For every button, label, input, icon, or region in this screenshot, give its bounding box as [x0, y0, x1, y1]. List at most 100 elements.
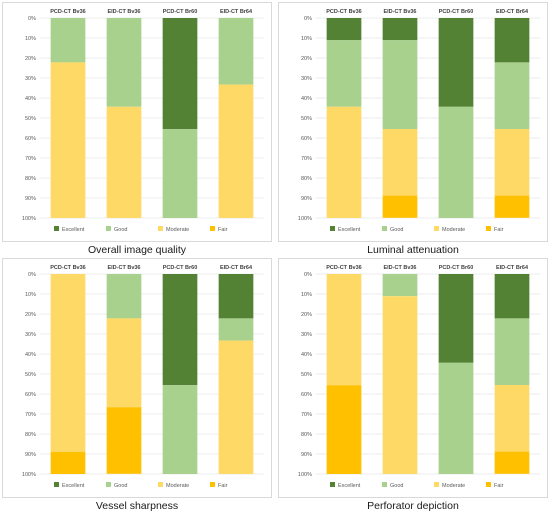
y-tick-label: 20%	[301, 56, 312, 62]
y-tick-label: 80%	[25, 176, 36, 182]
bar-segment-moderate	[106, 106, 142, 218]
bar-segment-good	[218, 18, 254, 85]
bar-segment-good	[438, 362, 474, 474]
bar-segment-good	[382, 40, 418, 130]
bar-segment-excellent	[326, 18, 362, 41]
bar-segment-moderate	[218, 84, 254, 218]
y-tick-label: 40%	[301, 96, 312, 102]
legend-label-good: Good	[390, 227, 403, 233]
y-tick-label: 10%	[301, 292, 312, 298]
bar-segment-excellent	[162, 18, 198, 130]
legend-swatch-moderate	[434, 482, 439, 487]
y-tick-label: 100%	[22, 472, 36, 478]
y-tick-label: 10%	[25, 36, 36, 42]
bar-segment-good	[494, 62, 530, 129]
y-tick-label: 60%	[25, 136, 36, 142]
x-category-label: PCD-CT Bv36	[326, 265, 361, 271]
legend-label-good: Good	[114, 483, 127, 489]
chart-panel-2: 0% 10% 20% 30% 40% 50% 60% 70% 80% 90% 100% PCD-CT …	[278, 2, 548, 256]
y-tick-label: 0%	[28, 16, 36, 22]
y-tick-label: 30%	[301, 76, 312, 82]
y-tick-label: 10%	[25, 292, 36, 298]
y-tick-label: 80%	[301, 432, 312, 438]
bar-segment-excellent	[438, 274, 474, 363]
legend-swatch-fair	[486, 226, 491, 231]
x-category-label: PCD-CT Bv36	[326, 9, 361, 15]
bar-segment-good	[162, 129, 198, 218]
legend-label-good: Good	[114, 227, 127, 233]
legend-label-good: Good	[390, 483, 403, 489]
y-tick-label: 70%	[301, 156, 312, 162]
y-tick-label: 90%	[301, 452, 312, 458]
y-tick-label: 80%	[25, 432, 36, 438]
legend-swatch-moderate	[158, 226, 163, 231]
x-category-label: EID-CT Bv36	[107, 265, 140, 271]
legend-label-moderate: Moderate	[442, 483, 465, 489]
y-tick-label: 90%	[301, 196, 312, 202]
x-category-label: PCD-CT Bv36	[50, 265, 85, 271]
legend-swatch-moderate	[434, 226, 439, 231]
x-category-label: PCD-CT Bv36	[50, 9, 85, 15]
y-tick-label: 100%	[298, 472, 312, 478]
bar-segment-moderate	[382, 129, 418, 196]
chart-title: Perforator depiction	[367, 500, 459, 511]
y-tick-label: 20%	[25, 312, 36, 318]
y-tick-label: 20%	[301, 312, 312, 318]
chart-panel-1: 0% 10% 20% 30% 40% 50% 60% 70% 80% 90% 100% PCD-CT …	[2, 2, 272, 256]
y-tick-label: 40%	[301, 352, 312, 358]
x-category-label: PCD-CT Br60	[163, 265, 198, 271]
bar-segment-excellent	[494, 18, 530, 63]
bar-segment-good	[326, 40, 362, 107]
x-category-label: PCD-CT Br60	[439, 9, 474, 15]
y-tick-label: 80%	[301, 176, 312, 182]
y-tick-label: 100%	[22, 216, 36, 222]
y-tick-label: 60%	[301, 392, 312, 398]
legend-label-moderate: Moderate	[166, 483, 189, 489]
bar-segment-moderate	[50, 274, 86, 452]
y-tick-label: 50%	[301, 116, 312, 122]
bar-segment-excellent	[382, 18, 418, 41]
bar-segment-excellent	[438, 18, 474, 107]
legend-swatch-excellent	[330, 482, 335, 487]
y-tick-label: 40%	[25, 352, 36, 358]
bar-segment-good	[50, 18, 86, 63]
bar-segment-good	[106, 18, 142, 107]
bar-segment-good	[382, 274, 418, 297]
bar-segment-fair	[382, 195, 418, 218]
bar-segment-good	[218, 318, 254, 341]
bar-segment-fair	[326, 385, 362, 474]
x-category-label: PCD-CT Br60	[439, 265, 474, 271]
bar-segment-moderate	[326, 106, 362, 218]
y-tick-label: 70%	[25, 156, 36, 162]
y-tick-label: 100%	[298, 216, 312, 222]
bar-segment-excellent	[494, 274, 530, 319]
y-tick-label: 70%	[301, 412, 312, 418]
legend-swatch-good	[382, 226, 387, 231]
legend-label-excellent: Excellent	[62, 483, 85, 489]
legend-label-fair: Fair	[218, 227, 228, 233]
bar-segment-excellent	[218, 274, 254, 319]
x-category-label: EID-CT Br64	[496, 9, 529, 15]
legend-label-moderate: Moderate	[442, 227, 465, 233]
x-category-label: EID-CT Bv36	[107, 9, 140, 15]
legend-swatch-moderate	[158, 482, 163, 487]
y-tick-label: 30%	[25, 76, 36, 82]
legend-swatch-excellent	[54, 482, 59, 487]
bar-segment-fair	[494, 451, 530, 474]
bar-segment-moderate	[494, 129, 530, 196]
bar-segment-moderate	[218, 340, 254, 474]
legend-swatch-good	[106, 482, 111, 487]
legend-swatch-fair	[210, 226, 215, 231]
chart-panel-3: 0% 10% 20% 30% 40% 50% 60% 70% 80% 90% 100% PCD-CT …	[2, 258, 272, 511]
chart-panel-4: 0% 10% 20% 30% 40% 50% 60% 70% 80% 90% 100% PCD-CT …	[278, 258, 548, 511]
bar-segment-moderate	[326, 274, 362, 386]
y-tick-label: 10%	[301, 36, 312, 42]
y-tick-label: 30%	[25, 332, 36, 338]
bar-segment-good	[438, 106, 474, 218]
y-tick-label: 0%	[304, 16, 312, 22]
y-tick-label: 70%	[25, 412, 36, 418]
legend-label-fair: Fair	[218, 483, 228, 489]
y-tick-label: 30%	[301, 332, 312, 338]
legend-label-fair: Fair	[494, 483, 504, 489]
